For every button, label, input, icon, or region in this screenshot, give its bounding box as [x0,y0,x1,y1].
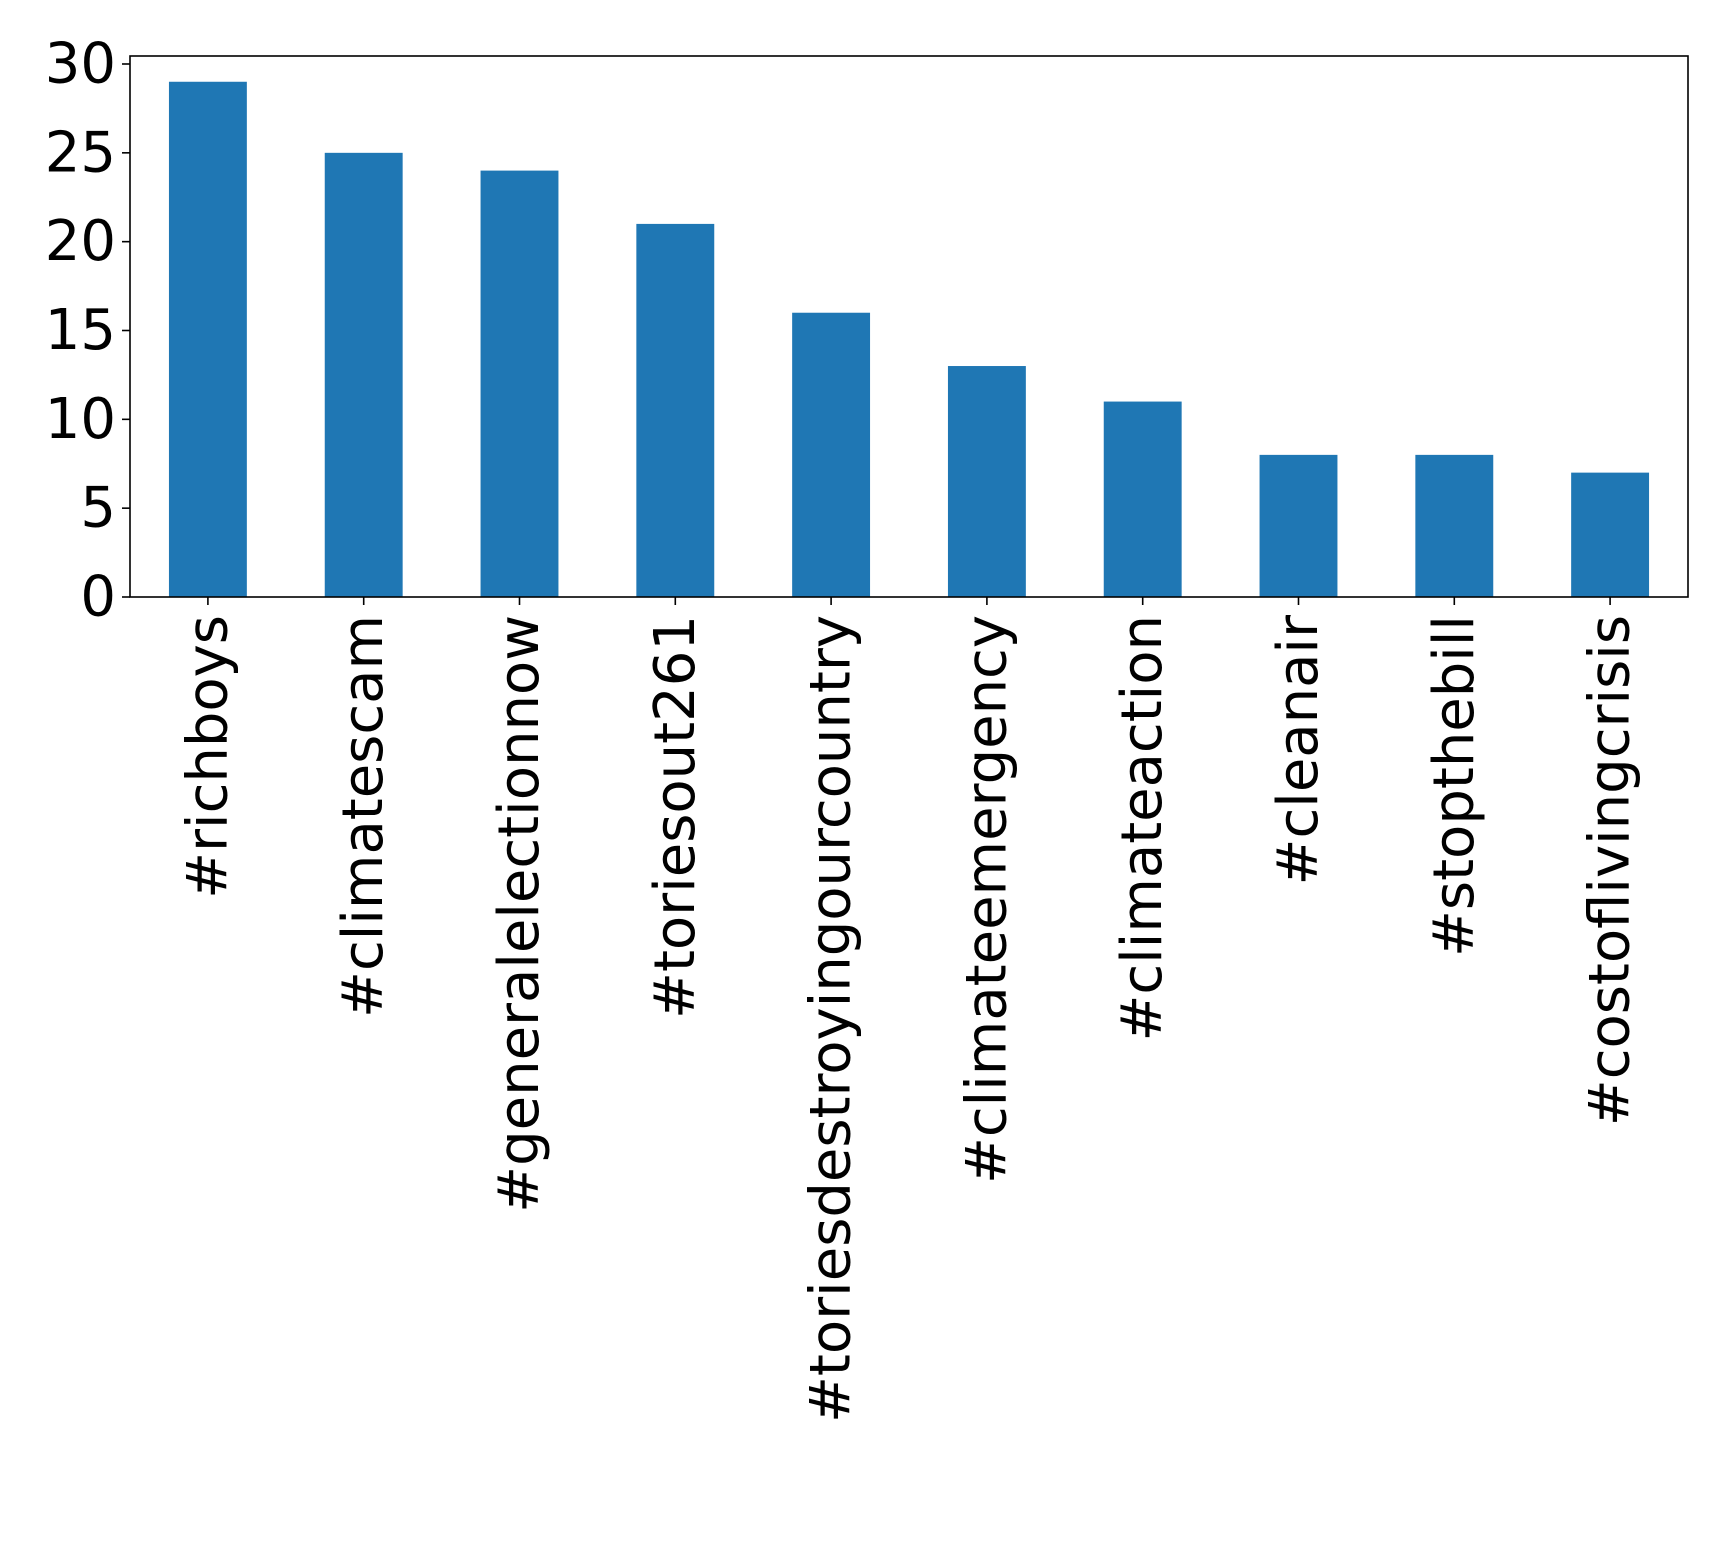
y-tick-label: 25 [45,120,116,185]
x-tick-label: #costoflivingcrisis [1578,615,1643,1126]
bar-generalelectionnow [480,170,559,597]
y-axis: 0 5 10 15 20 25 30 [45,31,130,630]
x-tick-label: #climateemergency [954,615,1019,1184]
bar-climatescam [324,152,403,597]
x-tick-label: #richboys [175,615,240,899]
x-axis: #richboys #climatescam #generalelectionnow… [175,597,1643,1423]
x-tick-label: #climateaction [1110,615,1175,1041]
bar-toriesout261 [636,223,715,597]
x-tick-label: #toriesout261 [643,615,708,1019]
bar-richboys [168,81,247,597]
y-tick-label: 5 [80,476,116,541]
y-tick-label: 30 [45,31,116,96]
bars-layer [168,81,1650,597]
y-tick-label: 0 [80,565,116,630]
bar-climateemergency [947,366,1026,597]
x-tick-label: #climatescam [331,615,396,1018]
x-tick-label: #generalelectionnow [487,615,552,1213]
bar-costoflivingcrisis [1571,472,1650,597]
y-tick-label: 10 [45,387,116,452]
y-tick-label: 15 [45,298,116,363]
x-tick-label: #stopthebill [1422,615,1487,957]
bar-toriesdestroyingourcountry [792,312,871,597]
plot-frame [129,55,1689,598]
bar-cleanair [1259,454,1338,597]
bar-stopthebill [1415,454,1494,597]
y-tick-label: 20 [45,209,116,274]
x-tick-label: #cleanair [1266,614,1331,885]
x-tick-label: #toriesdestroyingourcountry [799,615,864,1423]
bar-climateaction [1103,401,1182,597]
